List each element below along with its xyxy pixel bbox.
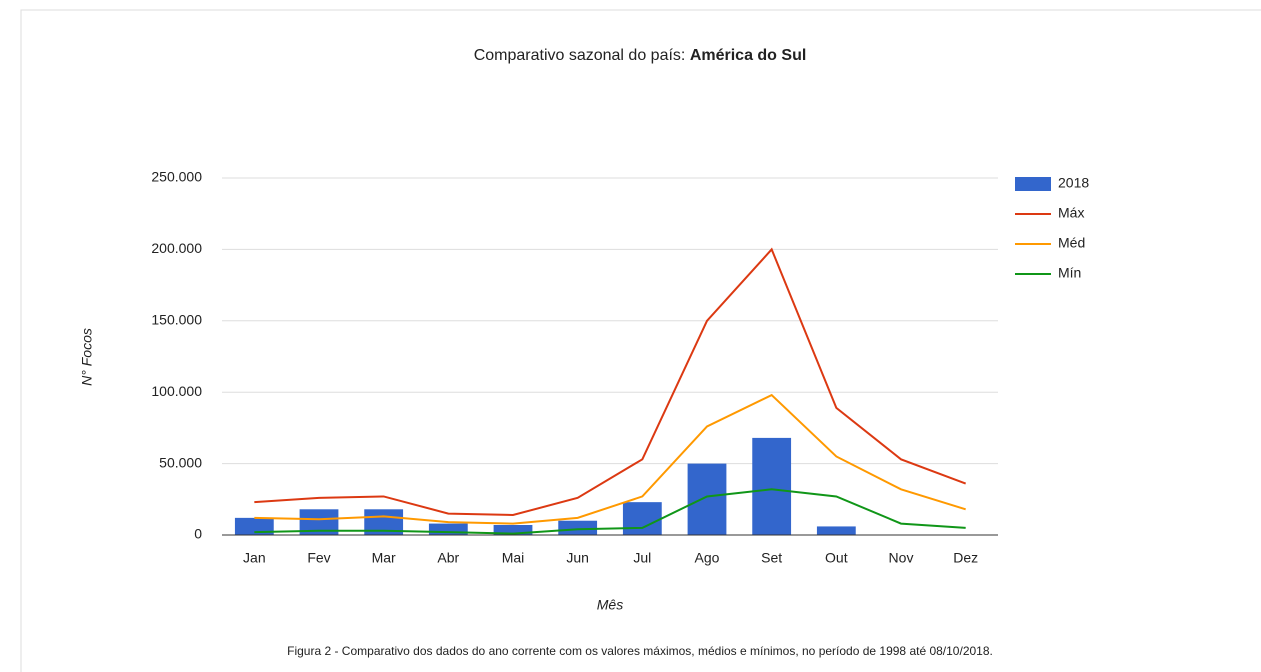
legend-label: Mín xyxy=(1058,265,1081,281)
x-tick-label: Ago xyxy=(695,550,720,566)
bar xyxy=(622,502,662,535)
line xyxy=(254,393,966,525)
bar xyxy=(558,520,598,535)
bar xyxy=(816,526,856,535)
x-axis-label: Mês xyxy=(597,597,623,613)
x-tick-label: Jul xyxy=(633,550,651,566)
bar xyxy=(493,525,533,535)
x-tick-label: Fev xyxy=(307,550,330,566)
x-tick-label: Mai xyxy=(502,550,525,566)
x-tick-label: Nov xyxy=(889,550,914,566)
y-tick-label: 100.000 xyxy=(151,383,202,399)
x-tick-label: Mar xyxy=(372,550,396,566)
x-tick-label: Abr xyxy=(437,550,459,566)
bar xyxy=(687,463,727,535)
legend-swatch xyxy=(1015,177,1051,191)
bar xyxy=(234,517,274,535)
card xyxy=(20,9,1261,672)
x-tick-label: Dez xyxy=(953,550,978,566)
legend-label: Máx xyxy=(1058,205,1084,221)
y-tick-label: 50.000 xyxy=(159,454,202,470)
y-tick-label: 0 xyxy=(194,526,202,542)
bar xyxy=(428,523,468,535)
title-text: Comparativo sazonal do país: xyxy=(474,47,686,64)
y-tick-label: 150.000 xyxy=(151,312,202,328)
y-tick-label: 250.000 xyxy=(151,169,202,185)
x-tick-label: Out xyxy=(825,550,848,566)
y-axis-label: N° Focos xyxy=(79,328,95,386)
x-tick-label: Set xyxy=(761,550,782,566)
line xyxy=(254,247,967,517)
legend-label: Méd xyxy=(1058,235,1085,251)
line xyxy=(254,488,966,535)
caption: Figura 2 - Comparativo dos dados do ano … xyxy=(287,644,993,658)
chart-title: Comparativo sazonal do país: América do … xyxy=(474,47,807,64)
x-tick-label: Jan xyxy=(243,550,266,566)
legend-label: 2018 xyxy=(1058,175,1089,191)
x-tick-label: Jun xyxy=(566,550,589,566)
y-tick-label: 200.000 xyxy=(151,240,202,256)
title-country: América do Sul xyxy=(690,47,806,64)
bar xyxy=(752,437,792,535)
